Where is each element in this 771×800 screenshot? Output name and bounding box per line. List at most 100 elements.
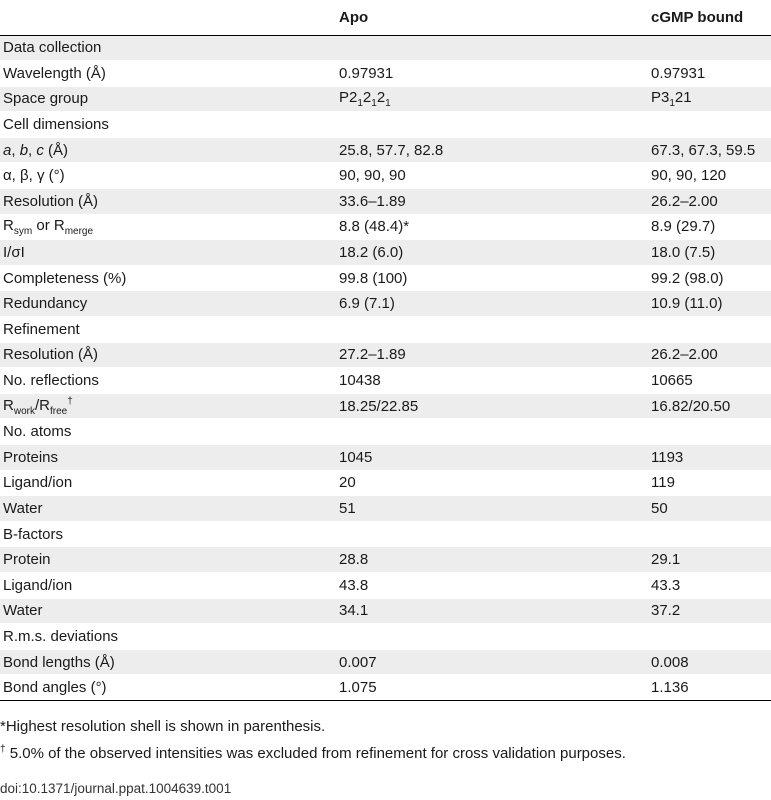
row-label: No. reflections (0, 367, 336, 394)
cgmp-value: 0.008 (648, 648, 771, 675)
table-row: Completeness (%) 99.8 (100) 99.2 (98.0) (0, 264, 771, 291)
row-label: Resolution (Å) (0, 341, 336, 368)
row-label: Ligand/ion (0, 469, 336, 496)
table-row: Bond angles (°) 1.075 1.136 (0, 674, 771, 701)
row-label: Water (0, 597, 336, 624)
apo-value (336, 34, 648, 61)
apo-value (336, 520, 648, 547)
apo-value: 20 (336, 469, 648, 496)
apo-value: 34.1 (336, 597, 648, 624)
table-row: Refinement (0, 316, 771, 343)
apo-value (336, 418, 648, 445)
cgmp-value: 37.2 (648, 597, 771, 624)
apo-value: 0.007 (336, 648, 648, 675)
cgmp-value: 50 (648, 495, 771, 522)
table-row: Redundancy 6.9 (7.1) 10.9 (11.0) (0, 290, 771, 317)
row-label: No. atoms (0, 418, 336, 445)
footnote-highest-resolution: *Highest resolution shell is shown in pa… (0, 718, 326, 735)
cgmp-value: 16.82/20.50 (648, 392, 771, 419)
row-label: Bond lengths (Å) (0, 648, 336, 675)
row-label: Protein (0, 546, 336, 573)
table-row: Ligand/ion 43.8 43.3 (0, 571, 771, 599)
apo-value: 25.8, 57.7, 82.8 (336, 136, 648, 163)
table-row: a, b, c (Å) 25.8, 57.7, 82.8 67.3, 67.3,… (0, 136, 771, 163)
cgmp-value: 67.3, 67.3, 59.5 (648, 136, 771, 163)
cgmp-value: P3121 (648, 85, 771, 112)
doi-reference: doi:10.1371/journal.ppat.1004639.t001 (0, 781, 232, 796)
row-label: I/σI (0, 239, 336, 266)
table-row: Cell dimensions (0, 111, 771, 138)
apo-value: 27.2–1.89 (336, 341, 648, 368)
row-label: R.m.s. deviations (0, 623, 336, 650)
cgmp-value (648, 520, 771, 547)
cgmp-value (648, 111, 771, 138)
apo-value: 18.25/22.85 (336, 392, 648, 419)
cgmp-value: 10665 (648, 367, 771, 394)
table-row: Ligand/ion 20 119 (0, 469, 771, 496)
row-label: a, b, c (Å) (0, 136, 336, 163)
table-row: No. reflections 10438 10665 (0, 367, 771, 394)
table-row: Space group P212121 P3121 (0, 85, 771, 112)
apo-value: 0.97931 (336, 60, 648, 87)
row-label: Refinement (0, 316, 336, 343)
apo-value: P212121 (336, 85, 648, 112)
header-apo: Apo (336, 0, 648, 36)
cgmp-value: 1193 (648, 444, 771, 471)
crystallography-table: Apo cGMP bound Data collection Wavelengt… (0, 0, 771, 701)
table-row: Proteins 1045 1193 (0, 444, 771, 471)
apo-value: 33.6–1.89 (336, 188, 648, 215)
cgmp-value: 90, 90, 120 (648, 162, 771, 189)
table-row: Protein 28.8 29.1 (0, 546, 771, 573)
apo-value: 99.8 (100) (336, 264, 648, 291)
apo-value: 6.9 (7.1) (336, 290, 648, 317)
row-label: Ligand/ion (0, 571, 336, 599)
footnote-cross-validation: † 5.0% of the observed intensities was e… (0, 744, 626, 762)
table-row: Water 34.1 37.2 (0, 597, 771, 624)
row-label: Cell dimensions (0, 111, 336, 138)
row-label: Bond angles (°) (0, 674, 336, 701)
table-row: Wavelength (Å) 0.97931 0.97931 (0, 60, 771, 87)
cgmp-value: 0.97931 (648, 60, 771, 87)
table-header-row: Apo cGMP bound (0, 0, 771, 36)
table-row: I/σI 18.2 (6.0) 18.0 (7.5) (0, 239, 771, 266)
table-row: B-factors (0, 520, 771, 547)
apo-value (336, 623, 648, 650)
table-row: Resolution (Å) 33.6–1.89 26.2–2.00 (0, 188, 771, 215)
row-label: Wavelength (Å) (0, 60, 336, 87)
table-row: Bond lengths (Å) 0.007 0.008 (0, 648, 771, 675)
row-label: Completeness (%) (0, 264, 336, 291)
row-label: Space group (0, 85, 336, 112)
row-label: Rwork/Rfree† (0, 392, 336, 419)
cgmp-value (648, 418, 771, 445)
cgmp-value (648, 34, 771, 61)
cgmp-value: 8.9 (29.7) (648, 213, 771, 240)
header-label-column (0, 0, 336, 36)
apo-value: 18.2 (6.0) (336, 239, 648, 266)
row-label: Rsym or Rmerge (0, 213, 336, 240)
table-row: Rwork/Rfree† 18.25/22.85 16.82/20.50 (0, 392, 771, 419)
cgmp-value: 1.136 (648, 674, 771, 701)
table-row: α, β, γ (°) 90, 90, 90 90, 90, 120 (0, 162, 771, 189)
cgmp-value: 119 (648, 469, 771, 496)
cgmp-value: 99.2 (98.0) (648, 264, 771, 291)
apo-value (336, 316, 648, 343)
row-label: Resolution (Å) (0, 188, 336, 215)
cgmp-value: 18.0 (7.5) (648, 239, 771, 266)
apo-value: 1.075 (336, 674, 648, 701)
row-label: Data collection (0, 34, 336, 61)
table-row: Resolution (Å) 27.2–1.89 26.2–2.00 (0, 341, 771, 368)
table-row: Water 51 50 (0, 495, 771, 522)
apo-value: 1045 (336, 444, 648, 471)
apo-value: 28.8 (336, 546, 648, 573)
cgmp-value: 26.2–2.00 (648, 188, 771, 215)
apo-value (336, 111, 648, 138)
cgmp-value (648, 623, 771, 650)
cgmp-value: 26.2–2.00 (648, 341, 771, 368)
header-cgmp-bound: cGMP bound (648, 0, 771, 36)
table-row: Rsym or Rmerge 8.8 (48.4)* 8.9 (29.7) (0, 213, 771, 240)
row-label: B-factors (0, 520, 336, 547)
apo-value: 51 (336, 495, 648, 522)
apo-value: 10438 (336, 367, 648, 394)
table-row: Data collection (0, 34, 771, 61)
row-label: α, β, γ (°) (0, 162, 336, 189)
